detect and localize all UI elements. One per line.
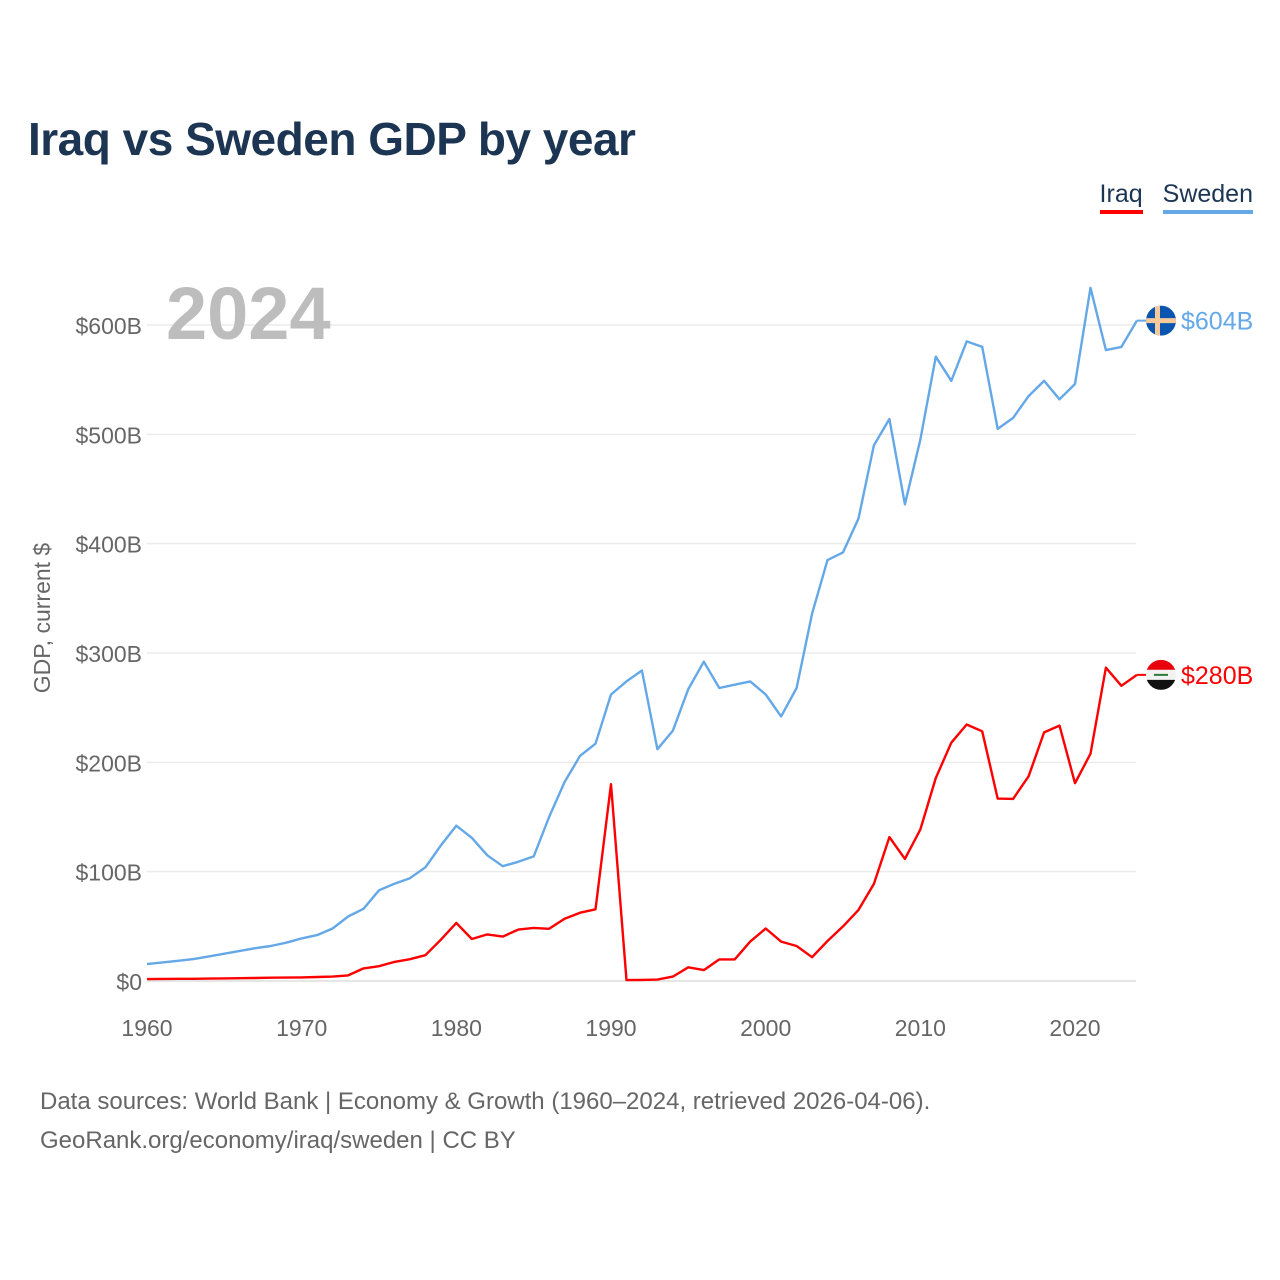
- x-tick-label: 2010: [895, 1015, 946, 1041]
- end-value-label-sweden: $604B: [1181, 308, 1253, 336]
- legend: Iraq Sweden: [1099, 180, 1253, 214]
- y-tick-label: $100B: [75, 860, 142, 886]
- year-label: 2024: [166, 272, 331, 355]
- x-tick-label: 1970: [276, 1015, 327, 1041]
- series-line-sweden: [146, 286, 1138, 966]
- x-tick-label: 1980: [431, 1015, 482, 1041]
- end-value-label-iraq: $280B: [1181, 662, 1253, 690]
- legend-item-sweden[interactable]: Sweden: [1162, 180, 1253, 214]
- source-line-1: Data sources: World Bank | Economy & Gro…: [40, 1088, 931, 1115]
- source-note: Data sources: World Bank | Economy & Gro…: [40, 1082, 930, 1160]
- x-tick-label: 1960: [121, 1015, 172, 1041]
- iraq-flag-icon: [1146, 659, 1176, 690]
- y-tick-label: $300B: [75, 641, 142, 667]
- y-tick-label: $600B: [75, 313, 142, 339]
- x-tick-label: 1990: [585, 1015, 636, 1041]
- legend-item-iraq[interactable]: Iraq: [1099, 180, 1143, 214]
- sweden-flag-icon: [1146, 305, 1176, 336]
- series-line-iraq: [146, 666, 1138, 982]
- y-tick-label: $400B: [75, 532, 142, 558]
- x-tick-label: 2000: [740, 1015, 791, 1041]
- y-tick-label: $500B: [75, 422, 142, 448]
- source-line-2[interactable]: GeoRank.org/economy/iraq/sweden | CC BY: [40, 1127, 516, 1154]
- y-tick-label: $0: [116, 969, 142, 995]
- y-axis-label: GDP, current $: [29, 543, 55, 694]
- y-tick-label: $200B: [75, 750, 142, 776]
- chart-title: Iraq vs Sweden GDP by year: [28, 113, 636, 165]
- x-tick-label: 2020: [1049, 1015, 1100, 1041]
